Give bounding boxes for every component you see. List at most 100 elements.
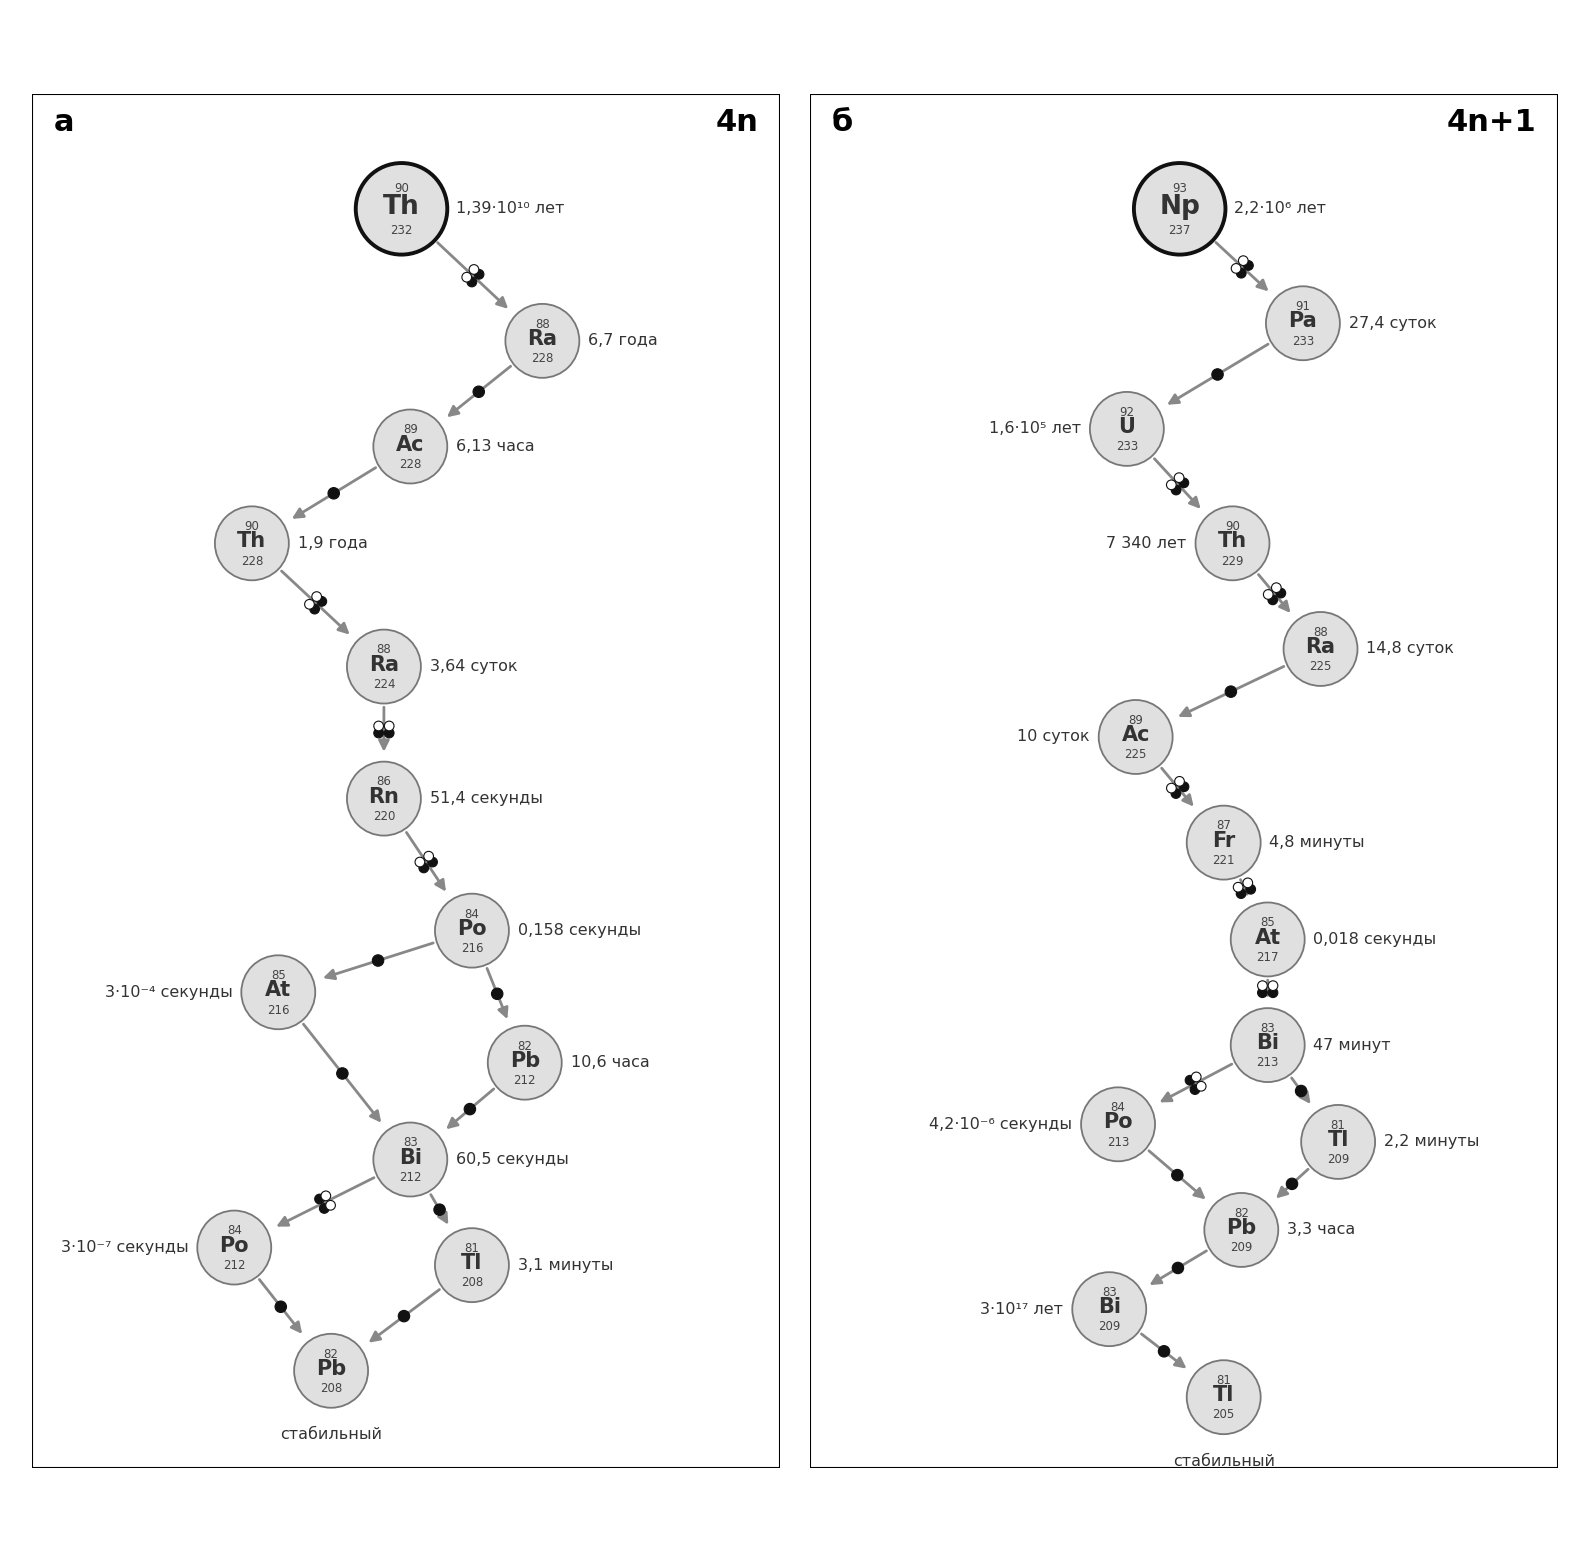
Circle shape — [1072, 1271, 1146, 1346]
Text: Pb: Pb — [510, 1051, 541, 1072]
Text: 208: 208 — [461, 1276, 483, 1289]
Text: Bi: Bi — [399, 1148, 421, 1168]
Text: стабильный: стабильный — [1173, 1454, 1275, 1468]
Circle shape — [1196, 506, 1269, 581]
Circle shape — [1243, 878, 1253, 887]
Circle shape — [320, 1204, 329, 1214]
Circle shape — [1172, 789, 1181, 798]
Text: 3,1 минуты: 3,1 минуты — [518, 1257, 614, 1273]
Text: Po: Po — [458, 918, 487, 939]
Circle shape — [1175, 473, 1185, 483]
Text: 91: 91 — [1296, 300, 1310, 312]
Text: Pb: Pb — [1226, 1218, 1256, 1239]
Text: Ac: Ac — [396, 434, 425, 455]
Circle shape — [464, 1103, 475, 1115]
Text: 224: 224 — [372, 678, 396, 690]
Text: 81: 81 — [1331, 1118, 1345, 1132]
Circle shape — [428, 858, 437, 867]
Text: 233: 233 — [1291, 334, 1313, 347]
Circle shape — [488, 1026, 561, 1100]
Text: 3·10⁻⁷ секунды: 3·10⁻⁷ секунды — [60, 1240, 189, 1254]
Circle shape — [1172, 1262, 1183, 1273]
Text: 208: 208 — [320, 1382, 342, 1395]
Circle shape — [1204, 1193, 1278, 1267]
Text: 212: 212 — [514, 1075, 536, 1087]
Text: 90: 90 — [1224, 520, 1240, 533]
Circle shape — [197, 1211, 272, 1284]
Text: 82: 82 — [324, 1348, 339, 1361]
Circle shape — [1191, 1072, 1200, 1082]
Text: 212: 212 — [223, 1259, 245, 1271]
Text: At: At — [266, 981, 291, 1000]
Text: 237: 237 — [1169, 225, 1191, 237]
Text: Ra: Ra — [369, 654, 399, 675]
Circle shape — [215, 506, 289, 581]
Circle shape — [1167, 480, 1177, 489]
Circle shape — [1231, 264, 1240, 273]
Text: 83: 83 — [1102, 1286, 1116, 1300]
Text: 90: 90 — [394, 181, 409, 195]
Circle shape — [1301, 1104, 1375, 1179]
Circle shape — [316, 597, 326, 606]
Text: Pa: Pa — [1288, 311, 1317, 331]
Text: 1,6·10⁵ лет: 1,6·10⁵ лет — [989, 422, 1081, 436]
Text: Np: Np — [1159, 194, 1200, 220]
Text: 4n+1: 4n+1 — [1447, 108, 1536, 136]
Circle shape — [1172, 1170, 1183, 1181]
Text: 2,2 минуты: 2,2 минуты — [1383, 1134, 1479, 1150]
Text: 3,64 суток: 3,64 суток — [429, 659, 517, 675]
Text: 0,018 секунды: 0,018 секунды — [1313, 933, 1437, 947]
Text: 225: 225 — [1309, 661, 1332, 673]
Circle shape — [1185, 1075, 1194, 1086]
Text: Rn: Rn — [369, 787, 399, 806]
Text: 84: 84 — [464, 908, 479, 920]
Text: 93: 93 — [1172, 181, 1188, 195]
Circle shape — [434, 1204, 445, 1215]
Circle shape — [1231, 1007, 1305, 1082]
Text: 84: 84 — [227, 1225, 242, 1237]
Circle shape — [374, 409, 447, 484]
Text: 83: 83 — [1261, 1022, 1275, 1036]
Text: 233: 233 — [1116, 440, 1138, 453]
Circle shape — [418, 864, 429, 873]
Circle shape — [1269, 981, 1278, 990]
Text: At: At — [1255, 928, 1282, 948]
Circle shape — [1172, 486, 1181, 495]
Circle shape — [385, 728, 394, 737]
Text: 232: 232 — [390, 225, 413, 237]
Circle shape — [374, 722, 383, 731]
Text: 81: 81 — [464, 1242, 479, 1254]
Text: 10,6 часа: 10,6 часа — [571, 1056, 649, 1070]
Circle shape — [310, 604, 320, 614]
Text: 83: 83 — [402, 1137, 418, 1150]
Text: 3,3 часа: 3,3 часа — [1286, 1223, 1355, 1237]
Text: Tl: Tl — [1328, 1129, 1348, 1150]
Circle shape — [398, 1311, 410, 1321]
Circle shape — [1186, 806, 1261, 879]
Text: 92: 92 — [1119, 406, 1134, 419]
Text: 88: 88 — [377, 644, 391, 656]
Text: 90: 90 — [245, 520, 259, 533]
Text: 87: 87 — [1216, 820, 1231, 833]
Circle shape — [1234, 883, 1243, 892]
Text: 209: 209 — [1328, 1153, 1350, 1167]
Circle shape — [374, 728, 383, 737]
Circle shape — [242, 956, 315, 1029]
Text: Bi: Bi — [1097, 1298, 1121, 1317]
Text: 6,7 года: 6,7 года — [588, 333, 658, 348]
Circle shape — [425, 851, 434, 861]
Circle shape — [436, 893, 509, 967]
Circle shape — [1158, 1345, 1170, 1357]
Text: 2,2·10⁶ лет: 2,2·10⁶ лет — [1234, 201, 1326, 216]
Text: Tl: Tl — [461, 1253, 483, 1273]
Circle shape — [294, 1334, 367, 1407]
Circle shape — [1180, 478, 1189, 487]
Circle shape — [315, 1195, 324, 1204]
Circle shape — [337, 1068, 348, 1079]
Circle shape — [385, 722, 394, 731]
Text: 220: 220 — [372, 809, 394, 823]
Circle shape — [1089, 392, 1164, 465]
Text: Pb: Pb — [316, 1359, 347, 1379]
Circle shape — [347, 629, 421, 703]
Circle shape — [474, 270, 483, 280]
